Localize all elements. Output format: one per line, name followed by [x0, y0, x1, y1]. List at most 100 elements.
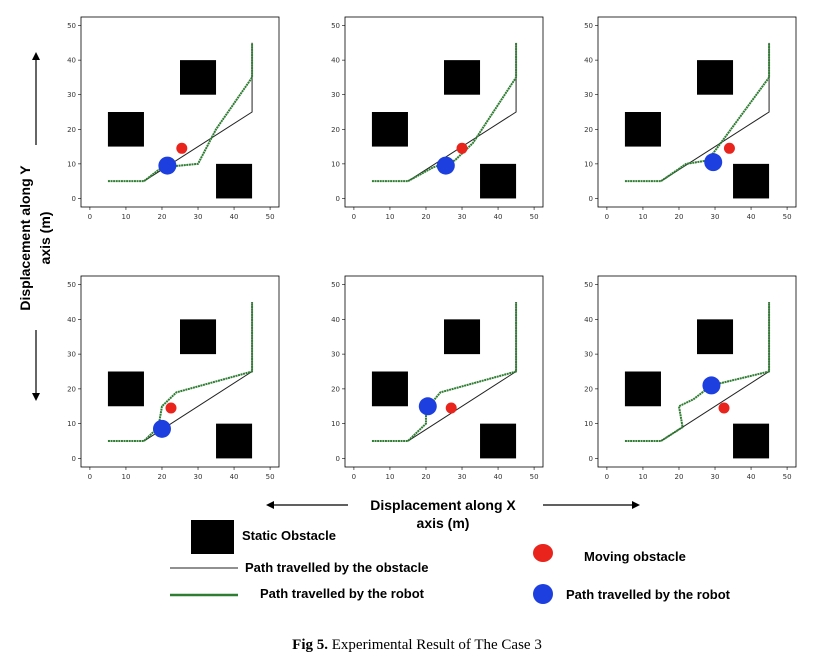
panel-1: 0 10 20 30 40 50 0 10 20 30 40 50: [67, 16, 280, 221]
x-tick-label: 40: [747, 213, 756, 221]
y-tick-label: 30: [67, 351, 76, 359]
y-tick-label: 40: [584, 316, 593, 324]
x-tick-label: 30: [194, 213, 203, 221]
y-tick-label: 40: [67, 316, 76, 324]
x-arrow-right-head: [632, 501, 640, 509]
x-tick-label: 30: [458, 213, 467, 221]
y-tick-label: 10: [331, 420, 340, 428]
x-tick-label: 30: [711, 473, 720, 481]
panel-3: 0 10 20 30 40 50 0 10 20 30 40 50: [584, 16, 797, 221]
y-tick-label: 50: [584, 281, 593, 289]
y-tick-label: 10: [67, 420, 76, 428]
panel-6: 0 10 20 30 40 50 0 10 20 30 40 50: [584, 275, 797, 481]
x-tick-label: 40: [230, 213, 239, 221]
y-tick-label: 10: [67, 160, 76, 168]
static-obstacle: [480, 163, 517, 199]
y-tick-label: 30: [331, 91, 340, 99]
x-tick-label: 20: [158, 473, 167, 481]
x-tick-label: 10: [121, 213, 130, 221]
x-tick-label: 20: [675, 473, 684, 481]
static-obstacle: [697, 319, 734, 355]
legend-static-obstacle-swatch: [191, 520, 234, 554]
x-arrow-left-head: [266, 501, 274, 509]
y-arrow-up-head: [32, 52, 40, 60]
robot-marker: [158, 156, 177, 175]
static-obstacle: [697, 60, 734, 95]
panels-group: 0 10 20 30 40 50 0 10 20 30 40 50 0 10 20 30 40 50 0 10 20 30…: [67, 16, 797, 481]
static-obstacle: [107, 371, 144, 407]
y-tick-label: 0: [589, 455, 593, 463]
static-obstacle: [733, 163, 770, 199]
static-obstacle: [444, 60, 481, 95]
x-tick-label: 0: [88, 213, 92, 221]
y-tick-label: 50: [331, 281, 340, 289]
y-tick-label: 30: [331, 351, 340, 359]
caption-text: Experimental Result of The Case 3: [328, 637, 542, 653]
static-obstacle: [107, 112, 144, 147]
x-tick-label: 20: [422, 473, 431, 481]
static-obstacle: [624, 371, 661, 407]
y-tick-label: 20: [331, 126, 340, 134]
static-obstacle: [733, 423, 770, 459]
y-tick-label: 0: [589, 195, 593, 203]
y-axis-annotation: Displacement along Y axis (m): [17, 52, 53, 401]
x-tick-label: 30: [458, 473, 467, 481]
legend-moving-obstacle-label: Moving obstacle: [584, 549, 686, 564]
y-arrow-down-head: [32, 393, 40, 401]
y-axis-label-line2: axis (m): [37, 212, 53, 265]
static-obstacle: [216, 163, 253, 199]
y-tick-label: 20: [67, 385, 76, 393]
y-tick-label: 50: [67, 281, 76, 289]
static-obstacle: [180, 319, 217, 355]
y-tick-label: 30: [67, 91, 76, 99]
panel-5: 0 10 20 30 40 50 0 10 20 30 40 50: [331, 275, 544, 481]
y-tick-label: 40: [67, 57, 76, 65]
robot-path: [107, 301, 254, 443]
moving-obstacle-marker: [165, 402, 177, 414]
x-tick-label: 10: [638, 473, 647, 481]
static-obstacle: [444, 319, 481, 355]
robot-path: [371, 42, 518, 183]
robot-path: [371, 301, 518, 443]
x-tick-label: 0: [88, 473, 92, 481]
x-axis-annotation: Displacement along X axis (m): [266, 497, 640, 531]
static-obstacle: [180, 60, 217, 95]
y-tick-label: 40: [584, 57, 593, 65]
panel-2: 0 10 20 30 40 50 0 10 20 30 40 50: [331, 16, 544, 221]
x-tick-label: 0: [605, 473, 609, 481]
x-tick-label: 40: [494, 473, 503, 481]
legend-robot-marker: [533, 584, 553, 604]
y-tick-label: 10: [331, 160, 340, 168]
robot-marker: [418, 397, 437, 416]
moving-obstacle-marker: [456, 142, 468, 154]
panel-4: 0 10 20 30 40 50 0 10 20 30 40 50: [67, 275, 280, 481]
x-tick-label: 50: [266, 473, 275, 481]
x-tick-label: 40: [747, 473, 756, 481]
y-tick-label: 30: [584, 351, 593, 359]
x-tick-label: 0: [605, 213, 609, 221]
x-tick-label: 50: [266, 213, 275, 221]
x-tick-label: 30: [194, 473, 203, 481]
y-tick-label: 40: [331, 57, 340, 65]
y-tick-label: 20: [584, 126, 593, 134]
y-tick-label: 50: [331, 22, 340, 30]
static-obstacle: [371, 112, 408, 147]
x-tick-label: 10: [385, 213, 394, 221]
x-tick-label: 50: [530, 473, 539, 481]
x-tick-label: 20: [158, 213, 167, 221]
y-tick-label: 40: [331, 316, 340, 324]
legend-obstacle-path-label: Path travelled by the obstacle: [245, 560, 429, 575]
legend: Static Obstacle Path travelled by the ob…: [170, 520, 731, 604]
x-tick-label: 20: [422, 213, 431, 221]
legend-moving-obstacle-marker: [533, 544, 553, 562]
robot-marker: [436, 156, 455, 175]
x-tick-label: 20: [675, 213, 684, 221]
y-tick-label: 30: [584, 91, 593, 99]
x-tick-label: 10: [385, 473, 394, 481]
x-tick-label: 0: [352, 213, 356, 221]
x-tick-label: 50: [783, 473, 792, 481]
y-tick-label: 0: [72, 195, 76, 203]
y-tick-label: 10: [584, 420, 593, 428]
static-obstacle: [371, 371, 408, 407]
y-tick-label: 10: [584, 160, 593, 168]
